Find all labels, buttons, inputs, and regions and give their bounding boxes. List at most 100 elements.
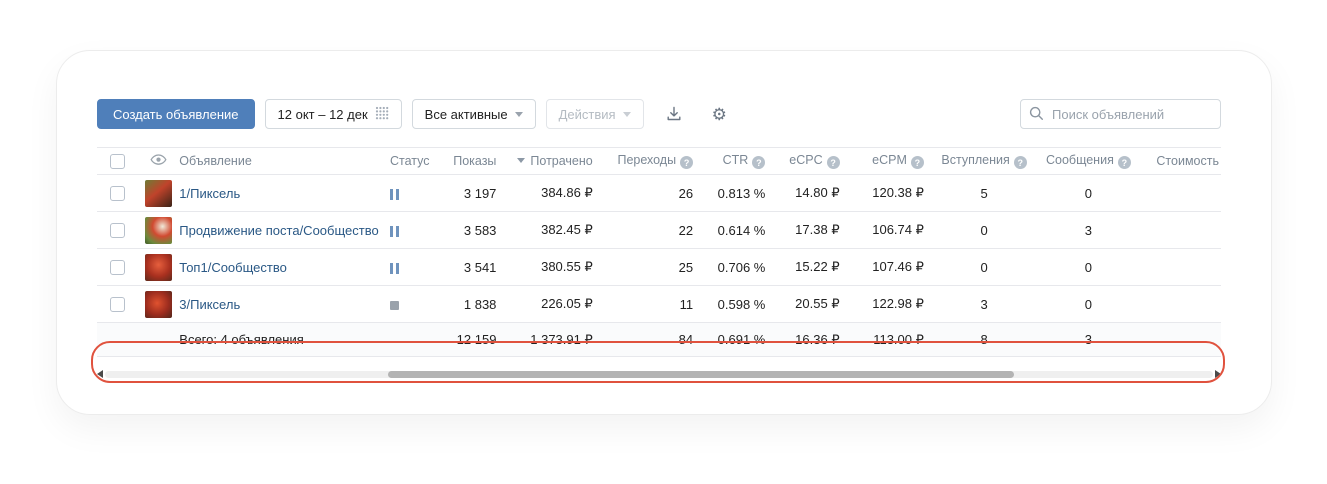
cell-spent: 384.86 ₽: [506, 174, 603, 212]
scroll-right-arrow[interactable]: [1215, 370, 1221, 378]
help-icon[interactable]: ?: [680, 156, 694, 170]
status-paused-icon: [390, 225, 400, 237]
ads-table: Объявление Статус Показы Потрачено Перех…: [97, 147, 1221, 357]
settings-button[interactable]: ⚙: [704, 99, 735, 129]
table-row: Топ1/Сообщество 3 541 380.55 ₽ 25 0.706 …: [97, 248, 1221, 286]
ad-name-link[interactable]: Топ1/Сообщество: [179, 259, 287, 275]
help-icon[interactable]: ?: [1117, 156, 1131, 170]
select-all-checkbox[interactable]: [109, 153, 125, 169]
ads-table-zone: Объявление Статус Показы Потрачено Перех…: [91, 147, 1225, 383]
ad-thumbnail[interactable]: [144, 253, 172, 281]
help-icon[interactable]: ?: [1013, 156, 1027, 170]
help-icon[interactable]: ?: [826, 156, 840, 170]
cell-ctr: 0.706 %: [703, 248, 776, 286]
column-label: Сообщения: [1046, 152, 1114, 167]
export-download-button[interactable]: [658, 99, 690, 129]
column-header-name[interactable]: Объявление: [179, 147, 391, 175]
row-checkbox[interactable]: [109, 260, 125, 276]
cell-joins: 5: [933, 174, 1035, 212]
column-header-impressions[interactable]: Показы: [444, 147, 507, 175]
status-filter-dropdown[interactable]: Все активные: [411, 99, 536, 129]
cell-ecpm: 120.38 ₽: [849, 174, 934, 212]
cell-impressions: 3 197: [444, 174, 507, 212]
cell-ecpm: 107.46 ₽: [849, 248, 934, 286]
status-paused-icon: [390, 188, 400, 200]
help-icon[interactable]: ?: [752, 156, 766, 170]
table-row: 1/Пиксель 3 197 384.86 ₽ 26 0.813 % 14.8…: [97, 174, 1221, 212]
ad-name-link[interactable]: 3/Пиксель: [179, 296, 241, 312]
ad-name-link[interactable]: Продвижение поста/Сообщество: [179, 222, 379, 238]
cell-messages: 0: [1034, 174, 1143, 212]
totals-label: Всего: 4 объявления: [179, 322, 391, 357]
row-checkbox[interactable]: [109, 223, 125, 239]
status-stopped-icon: [390, 300, 400, 310]
create-ad-button[interactable]: Создать объявление: [97, 99, 255, 129]
row-checkbox[interactable]: [109, 186, 125, 202]
search-icon: [1029, 106, 1043, 120]
column-label: Показы: [453, 154, 497, 168]
cell-messages: 0: [1034, 248, 1143, 286]
cell-spent: 380.55 ₽: [506, 248, 603, 286]
cell-impressions: 1 838: [444, 285, 507, 323]
cell-ecpc: 14.80 ₽: [775, 174, 850, 212]
cell-clicks: 22: [602, 211, 704, 249]
cell-impressions: 3 583: [444, 211, 507, 249]
column-header-spent[interactable]: Потрачено: [506, 147, 603, 175]
date-range-label: 12 окт – 12 дек: [277, 106, 368, 122]
cell-joins: 0: [933, 248, 1035, 286]
search-input[interactable]: [1020, 99, 1221, 129]
ads-manager-panel: Создать объявление 12 окт – 12 дек: [56, 50, 1272, 415]
column-label: Стоимость: [1156, 154, 1219, 168]
cell-ecpc: 15.22 ₽: [775, 248, 850, 286]
cell-ecpm: 106.74 ₽: [849, 211, 934, 249]
table-row: Продвижение поста/Сообщество 3 583 382.4…: [97, 211, 1221, 249]
cell-impressions: 3 541: [444, 248, 507, 286]
ad-name-link[interactable]: 1/Пиксель: [179, 185, 241, 201]
eye-icon: [150, 153, 167, 165]
column-header-cost[interactable]: Стоимость: [1142, 147, 1221, 175]
totals-messages: 3: [1034, 322, 1143, 357]
column-label: CTR: [722, 152, 749, 167]
cell-ctr: 0.598 %: [703, 285, 776, 323]
totals-ctr: 0.691 %: [703, 322, 776, 357]
cell-spent: 226.05 ₽: [506, 285, 603, 323]
column-header-ecpm[interactable]: eCPM?: [849, 147, 934, 175]
ad-thumbnail[interactable]: [144, 179, 172, 207]
column-header-ecpc[interactable]: eCPC?: [775, 147, 850, 175]
column-header-ctr[interactable]: CTR?: [703, 147, 776, 175]
chevron-down-icon: [514, 111, 523, 117]
row-checkbox[interactable]: [109, 297, 125, 313]
column-header-status[interactable]: Статус: [390, 147, 445, 175]
column-header-joins[interactable]: Вступления?: [933, 147, 1035, 175]
cell-ecpc: 20.55 ₽: [775, 285, 850, 323]
table-body: 1/Пиксель 3 197 384.86 ₽ 26 0.813 % 14.8…: [97, 174, 1221, 323]
scroll-left-arrow[interactable]: [97, 370, 103, 378]
totals-ecpc: 16.36 ₽: [775, 322, 850, 357]
scrollbar-thumb[interactable]: [387, 370, 1014, 378]
totals-joins: 8: [933, 322, 1035, 357]
column-header-messages[interactable]: Сообщения?: [1034, 147, 1143, 175]
visibility-column-header: [137, 147, 180, 175]
calendar-grid-icon: [375, 106, 389, 123]
totals-spent: 1 373.91 ₽: [506, 322, 603, 357]
date-range-button[interactable]: 12 окт – 12 дек: [264, 99, 402, 129]
column-label: eCPC: [789, 152, 823, 167]
column-label: Объявление: [179, 154, 252, 168]
cell-ctr: 0.813 %: [703, 174, 776, 212]
search-box: [1020, 99, 1221, 129]
cell-ecpc: 17.38 ₽: [775, 211, 850, 249]
column-label: Переходы: [617, 152, 677, 167]
cell-clicks: 11: [602, 285, 704, 323]
help-icon[interactable]: ?: [910, 156, 924, 170]
ad-thumbnail[interactable]: [144, 216, 172, 244]
cell-joins: 0: [933, 211, 1035, 249]
ad-thumbnail[interactable]: [144, 290, 172, 318]
ads-table-scroll-area: Объявление Статус Показы Потрачено Перех…: [97, 147, 1221, 357]
column-header-clicks[interactable]: Переходы?: [602, 147, 704, 175]
scrollbar-track[interactable]: [105, 370, 1213, 378]
cell-joins: 3: [933, 285, 1035, 323]
status-paused-icon: [390, 262, 400, 274]
chevron-down-icon: [622, 111, 631, 117]
actions-label: Действия: [558, 106, 616, 122]
sort-desc-icon: [517, 158, 526, 163]
